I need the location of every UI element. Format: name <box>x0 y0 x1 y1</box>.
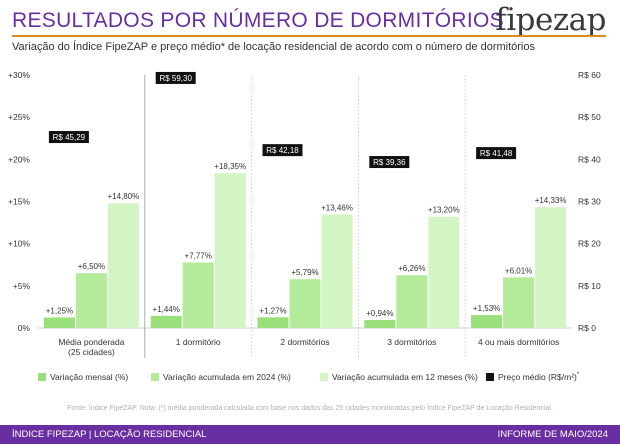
price-marker <box>262 144 303 157</box>
footer-left: ÍNDICE FIPEZAP | LOCAÇÃO RESIDENCIAL <box>12 429 207 440</box>
legend-swatch-price <box>486 373 494 381</box>
bar-data-label: +13,20% <box>428 206 460 215</box>
price-marker <box>48 131 89 144</box>
legend-label-price-sup: * <box>576 372 580 379</box>
bar-data-label: +1,53% <box>473 304 500 313</box>
price-marker <box>155 71 196 84</box>
bar-data-label: +6,01% <box>505 266 532 275</box>
brand-logo: fipezap <box>495 2 606 38</box>
price-label: R$ 59,30 <box>159 74 192 83</box>
bar <box>321 214 353 328</box>
legend-swatch-12m <box>320 373 328 381</box>
legend-label-monthly: Variação mensal (%) <box>50 372 129 382</box>
legend-label-price: Preço médio (R$/m²) <box>498 372 577 382</box>
chart-legend: Variação mensal (%) Variação acumulada e… <box>38 370 598 386</box>
y-right-tick-label: R$ 50 <box>578 112 601 122</box>
bar <box>182 262 214 328</box>
bar-data-label: +14,80% <box>107 192 139 201</box>
page-title: RESULTADOS POR NÚMERO DE DORMITÓRIOS <box>12 9 504 32</box>
bar <box>364 320 396 328</box>
price-label: R$ 41,48 <box>480 149 513 158</box>
y-right-tick-label: R$ 10 <box>578 281 601 291</box>
y-right-tick-label: R$ 20 <box>578 239 601 249</box>
y-left-tick-label: 0% <box>18 323 31 333</box>
y-right-tick-label: R$ 30 <box>578 197 601 207</box>
bar-data-label: +5,79% <box>291 268 318 277</box>
bar <box>289 279 321 328</box>
bar-data-label: +14,33% <box>535 196 567 205</box>
y-right-tick-label: R$ 0 <box>578 323 596 333</box>
bar-chart: 0% +5% +10% +15% +20% +25% +30% R$ 0 R$ 10 R$ 20 R… <box>8 70 601 358</box>
bar <box>214 173 246 328</box>
bar-data-label: +0,94% <box>366 309 393 318</box>
legend-swatch-monthly <box>38 373 46 381</box>
price-label: R$ 45,29 <box>53 133 86 142</box>
bar-data-label: +7,77% <box>185 251 212 260</box>
x-tick-label: 2 dormitórios <box>280 337 329 347</box>
source-note: Fonte: Índice FipeZAP. Nota: (*) média p… <box>67 405 553 412</box>
y-left-tick-label: +5% <box>13 281 31 291</box>
bar <box>535 207 567 328</box>
legend-swatch-ytd <box>151 373 159 381</box>
legend-item-ytd: Variação acumulada em 2024 (%) <box>151 372 291 382</box>
bar-data-label: +18,35% <box>214 162 246 171</box>
legend-item-monthly: Variação mensal (%) <box>38 372 128 382</box>
bar-data-label: +6,26% <box>398 264 425 273</box>
legend-item-12m: Variação acumulada em 12 meses (%) <box>320 372 478 382</box>
legend-label-12m: Variação acumulada em 12 meses (%) <box>332 372 478 382</box>
chart-subtitle: Variação do Índice FipeZAP e preço médio… <box>12 41 535 53</box>
y-left-tick-label: +20% <box>8 154 30 164</box>
legend-item-price: Preço médio (R$/m²)* <box>486 372 579 382</box>
bar-data-label: +1,44% <box>153 305 180 314</box>
header-rule <box>12 35 606 37</box>
bar-data-label: +1,27% <box>259 306 286 315</box>
footer-right: INFORME DE MAIO/2024 <box>497 429 608 440</box>
x-tick-label: 1 dormitório <box>176 337 221 347</box>
x-tick-label: 3 dormitórios <box>387 337 436 347</box>
price-marker <box>369 156 410 169</box>
bar <box>471 315 503 328</box>
y-right-tick-label: R$ 40 <box>578 154 601 164</box>
y-left-tick-label: +15% <box>8 197 30 207</box>
legend-label-ytd: Variação acumulada em 2024 (%) <box>163 372 291 382</box>
bar <box>428 216 460 328</box>
bar-data-label: +13,46% <box>321 203 353 212</box>
x-tick-label: 4 ou mais dormitórios <box>478 337 559 347</box>
bar-data-label: +6,50% <box>78 262 105 271</box>
x-tick-label: Média ponderada <box>58 337 124 347</box>
price-label: R$ 42,18 <box>266 146 299 155</box>
y-right-tick-label: R$ 60 <box>578 70 601 80</box>
bar <box>107 203 139 328</box>
y-left-tick-label: +30% <box>8 70 30 80</box>
bar <box>43 317 75 328</box>
price-label: R$ 39,36 <box>373 158 406 167</box>
y-left-tick-label: +25% <box>8 112 30 122</box>
footer-bar: ÍNDICE FIPEZAP | LOCAÇÃO RESIDENCIAL INF… <box>0 425 620 444</box>
x-tick-label: (25 cidades) <box>68 347 115 357</box>
bar <box>75 273 107 328</box>
bar-data-label: +1,25% <box>46 306 73 315</box>
bar <box>503 277 535 328</box>
price-marker <box>476 147 517 160</box>
bar <box>150 315 182 328</box>
y-left-tick-label: +10% <box>8 239 30 249</box>
bar <box>396 275 428 328</box>
bar <box>257 317 289 328</box>
